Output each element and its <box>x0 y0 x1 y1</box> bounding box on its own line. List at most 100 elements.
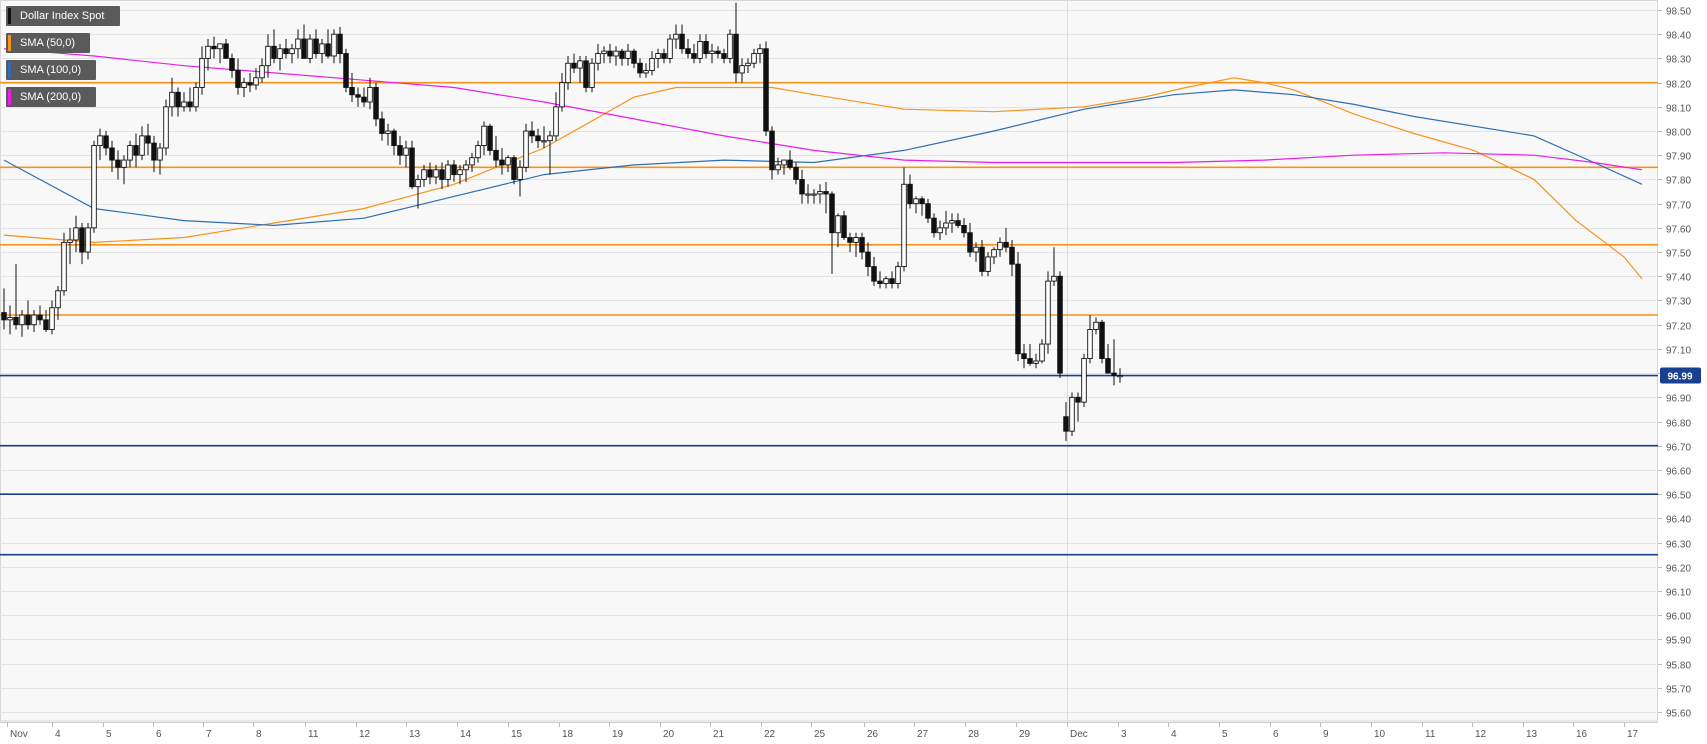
candle <box>1051 247 1057 286</box>
candle <box>541 126 547 148</box>
candle <box>745 58 751 73</box>
bearish-candle-body <box>451 164 457 176</box>
candle <box>367 77 373 110</box>
x-tick-label: 11 <box>1425 729 1436 740</box>
bearish-candle-body <box>1027 358 1033 364</box>
candle <box>697 34 703 64</box>
legend-sma100[interactable]: SMA (100,0) <box>6 60 96 80</box>
candle <box>517 160 523 197</box>
candle <box>169 77 175 117</box>
bearish-candle-body <box>871 266 877 282</box>
sma-lines <box>3 48 1643 280</box>
candle <box>1015 252 1021 361</box>
candle <box>421 164 427 187</box>
bullish-candle-body <box>241 82 247 88</box>
legend-symbol[interactable]: Dollar Index Spot <box>6 6 120 26</box>
candle <box>1075 392 1081 422</box>
bearish-candle-body <box>145 135 151 144</box>
candle <box>1105 344 1111 374</box>
y-tick-label: 98.40 <box>1666 31 1691 42</box>
candle <box>559 72 565 112</box>
candle <box>547 131 553 175</box>
x-tick-label: 4 <box>55 729 61 740</box>
candle <box>1069 392 1075 437</box>
bullish-candle-body <box>991 249 997 258</box>
bullish-candle-body <box>559 82 565 108</box>
candle <box>613 46 619 66</box>
y-tick-label: 96.10 <box>1666 588 1691 599</box>
bullish-candle-body <box>139 135 145 156</box>
candle <box>907 174 913 209</box>
bullish-candle-body <box>973 246 979 253</box>
candle <box>739 58 745 83</box>
bearish-candle-body <box>115 159 121 168</box>
legend-sma50[interactable]: SMA (50,0) <box>6 33 90 53</box>
candle <box>49 300 55 335</box>
x-tick-label: 12 <box>1475 729 1487 740</box>
y-tick-label: 96.90 <box>1666 394 1691 405</box>
legend-sma200-label: SMA (200,0) <box>20 91 82 103</box>
bearish-candle-body <box>607 50 613 57</box>
candle <box>823 181 829 214</box>
bearish-candle-body <box>691 53 697 59</box>
candle <box>7 305 13 335</box>
bullish-candle-body <box>469 157 475 166</box>
bearish-candle-body <box>301 38 307 59</box>
candle <box>349 72 355 102</box>
bearish-candle-body <box>379 118 385 134</box>
bearish-candle-body <box>337 33 343 55</box>
candle <box>43 310 49 332</box>
candle <box>295 29 301 59</box>
candle <box>511 155 517 185</box>
bearish-candle-body <box>919 198 925 205</box>
candle <box>1117 368 1123 383</box>
bullish-candle-body <box>295 38 301 50</box>
bullish-candle-body <box>595 53 601 64</box>
candle <box>1003 227 1009 253</box>
bearish-candle-body <box>961 224 967 234</box>
candle <box>1063 402 1069 441</box>
y-tick-label: 96.00 <box>1666 612 1691 623</box>
bullish-candle-body <box>523 130 529 168</box>
candle <box>703 34 709 59</box>
x-tick-label: 15 <box>511 729 523 740</box>
bullish-candle-body <box>481 125 487 147</box>
bullish-candle-body <box>259 65 265 79</box>
y-tick-label: 96.60 <box>1666 467 1691 478</box>
bearish-candle-body <box>43 319 49 330</box>
y-tick-label: 97.30 <box>1666 297 1691 308</box>
bearish-candle-body <box>1099 321 1105 360</box>
candle <box>229 53 235 78</box>
y-tick-label: 96.50 <box>1666 491 1691 502</box>
candle <box>643 63 649 78</box>
bullish-candle-body <box>19 314 25 326</box>
bullish-candle-body <box>649 57 655 71</box>
chart-plot-frame <box>0 0 1658 722</box>
candle <box>1039 339 1045 364</box>
legend-sma200[interactable]: SMA (200,0) <box>6 87 96 107</box>
bullish-candle-body <box>757 48 763 55</box>
candle <box>529 121 535 144</box>
candle <box>343 48 349 93</box>
bearish-candle-body <box>493 149 499 161</box>
bullish-candle-body <box>751 53 757 64</box>
candle <box>481 121 487 156</box>
horizontal-levels <box>0 81 1658 556</box>
candle <box>337 26 343 64</box>
y-axis: 98.50 98.40 98.30 98.20 98.10 98.00 97.90 97.80… <box>1658 7 1691 720</box>
y-tick-label: 96.20 <box>1666 564 1691 575</box>
candle <box>67 227 73 265</box>
candle <box>1057 271 1063 378</box>
bullish-candle-body <box>265 45 271 67</box>
bearish-candle-body <box>355 94 361 98</box>
bullish-candle-body <box>883 278 889 284</box>
y-tick-label: 96.80 <box>1666 419 1691 430</box>
y-tick-label: 98.30 <box>1666 55 1691 66</box>
candle <box>709 43 715 64</box>
x-tick-label: 29 <box>1019 729 1031 740</box>
sma100-swatch <box>8 62 11 78</box>
y-tick-label: 97.70 <box>1666 201 1691 212</box>
x-tick-label: 17 <box>1627 729 1639 740</box>
sma50-swatch <box>8 35 11 51</box>
